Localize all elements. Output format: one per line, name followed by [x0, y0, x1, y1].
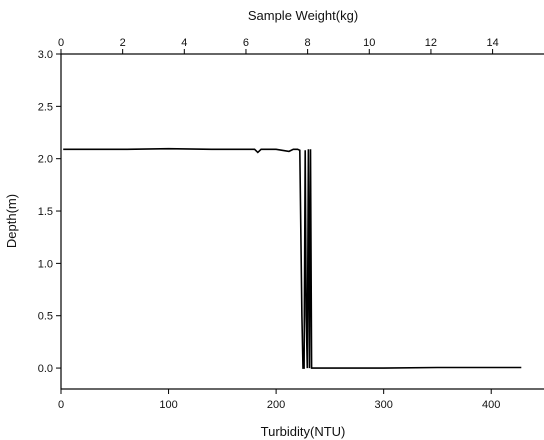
- x-tick-label: 100: [159, 399, 177, 411]
- x-tick-label: 300: [374, 399, 392, 411]
- y-tick-label: 2.5: [38, 101, 53, 113]
- y-tick-label: 3.0: [38, 49, 53, 61]
- top-tick-label: 2: [120, 37, 126, 49]
- top-tick-label: 6: [243, 37, 249, 49]
- x-axis-ticks: 0 100 200 300 400: [58, 389, 500, 411]
- top-tick-label: 12: [425, 37, 437, 49]
- x-tick-label: 200: [267, 399, 285, 411]
- y-tick-label: 1.0: [38, 258, 53, 270]
- y-tick-label: 2.0: [38, 154, 53, 166]
- y-tick-label: 0.0: [38, 363, 53, 375]
- top-tick-label: 10: [363, 37, 375, 49]
- top-axis-title: Sample Weight(kg): [248, 8, 358, 23]
- y-axis-title: Depth(m): [4, 194, 19, 248]
- data-series: [63, 147, 522, 369]
- top-tick-label: 8: [305, 37, 311, 49]
- plot-frame: [60, 53, 544, 390]
- series-line: [63, 147, 522, 369]
- top-tick-label: 14: [486, 37, 498, 49]
- top-axis-ticks: 0 2 4 6 8 10 12 14: [58, 37, 499, 54]
- y-axis-ticks: 0.0 0.5 1.0 1.5 2.0 2.5 3.0: [38, 49, 61, 375]
- x-tick-label: 0: [58, 399, 64, 411]
- x-tick-label: 400: [482, 399, 500, 411]
- top-tick-label: 4: [181, 37, 187, 49]
- y-tick-label: 0.5: [38, 311, 53, 323]
- y-tick-label: 1.5: [38, 206, 53, 218]
- x-axis-title: Turbidity(NTU): [261, 424, 346, 439]
- top-tick-label: 0: [58, 37, 64, 49]
